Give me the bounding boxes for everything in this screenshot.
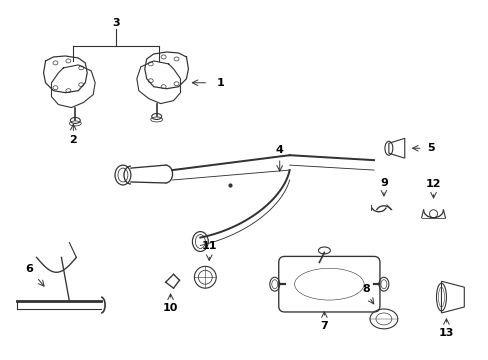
Text: 3: 3 — [112, 18, 120, 28]
Text: 6: 6 — [26, 264, 34, 274]
Text: 13: 13 — [438, 328, 453, 338]
Text: 11: 11 — [201, 242, 217, 252]
Text: 1: 1 — [216, 78, 224, 88]
Text: 9: 9 — [379, 178, 387, 188]
Text: 12: 12 — [425, 179, 440, 189]
Text: 8: 8 — [362, 284, 369, 294]
Text: 10: 10 — [163, 303, 178, 313]
Text: 2: 2 — [69, 135, 77, 145]
Text: 5: 5 — [426, 143, 433, 153]
Text: 4: 4 — [275, 145, 283, 155]
Text: 7: 7 — [320, 321, 327, 331]
